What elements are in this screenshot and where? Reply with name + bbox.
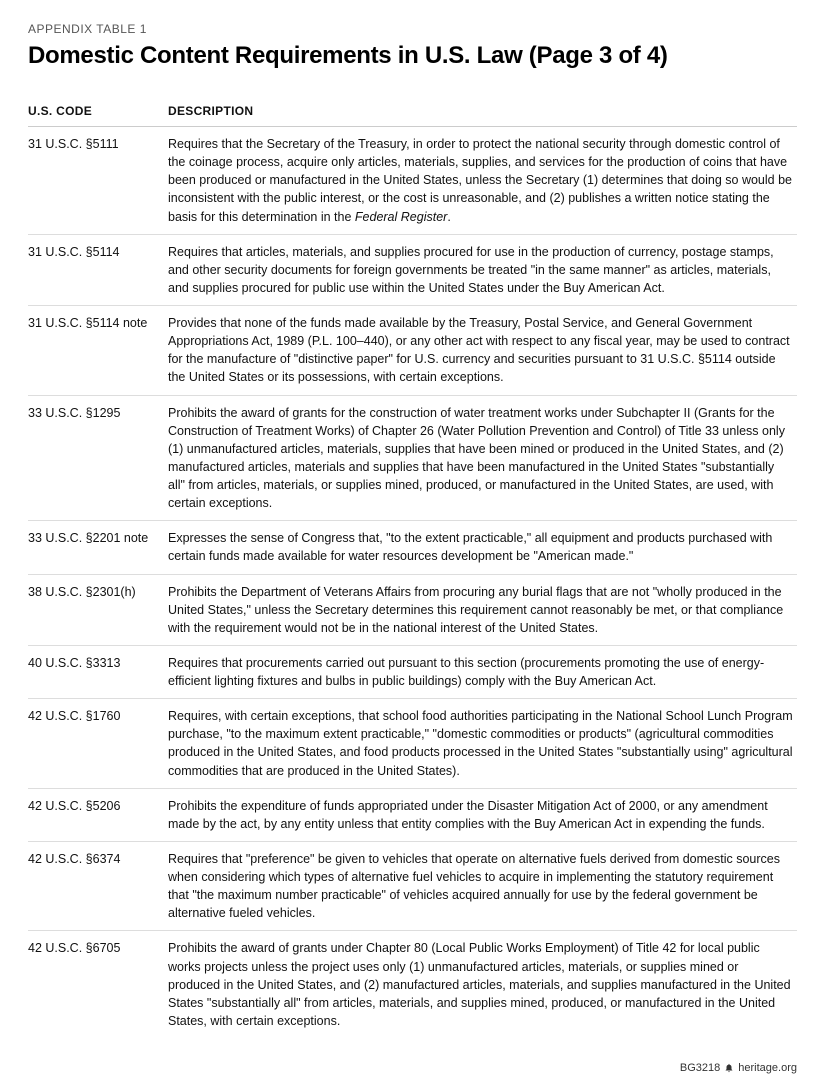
code-cell: 31 U.S.C. §5114: [28, 234, 168, 305]
code-cell: 33 U.S.C. §2201 note: [28, 521, 168, 574]
table-row: 31 U.S.C. §5114 noteProvides that none o…: [28, 306, 797, 396]
code-cell: 42 U.S.C. §5206: [28, 788, 168, 841]
table-row: 38 U.S.C. §2301(h)Prohibits the Departme…: [28, 574, 797, 645]
code-cell: 31 U.S.C. §5111: [28, 127, 168, 235]
col-header-description: DESCRIPTION: [168, 98, 797, 127]
col-header-code: U.S. CODE: [28, 98, 168, 127]
table-row: 40 U.S.C. §3313Requires that procurement…: [28, 645, 797, 698]
table-row: 42 U.S.C. §6374Requires that "preference…: [28, 841, 797, 931]
page-footer: BG3218 heritage.org: [680, 1062, 797, 1074]
code-cell: 38 U.S.C. §2301(h): [28, 574, 168, 645]
description-cell: Prohibits the award of grants for the co…: [168, 395, 797, 521]
description-cell: Prohibits the Department of Veterans Aff…: [168, 574, 797, 645]
code-cell: 42 U.S.C. §6374: [28, 841, 168, 931]
code-cell: 42 U.S.C. §1760: [28, 699, 168, 789]
description-cell: Requires that "preference" be given to v…: [168, 841, 797, 931]
content-table: U.S. CODE DESCRIPTION 31 U.S.C. §5111Req…: [28, 98, 797, 1038]
description-cell: Requires that the Secretary of the Treas…: [168, 127, 797, 235]
description-cell: Requires that procurements carried out p…: [168, 645, 797, 698]
code-cell: 31 U.S.C. §5114 note: [28, 306, 168, 396]
description-cell: Prohibits the expenditure of funds appro…: [168, 788, 797, 841]
table-row: 42 U.S.C. §1760Requires, with certain ex…: [28, 699, 797, 789]
table-row: 42 U.S.C. §6705Prohibits the award of gr…: [28, 931, 797, 1038]
table-row: 31 U.S.C. §5114Requires that articles, m…: [28, 234, 797, 305]
page-title: Domestic Content Requirements in U.S. La…: [28, 42, 797, 70]
description-cell: Requires that articles, materials, and s…: [168, 234, 797, 305]
appendix-label: APPENDIX TABLE 1: [28, 22, 797, 36]
description-cell: Expresses the sense of Congress that, "t…: [168, 521, 797, 574]
table-row: 42 U.S.C. §5206Prohibits the expenditure…: [28, 788, 797, 841]
table-row: 33 U.S.C. §1295Prohibits the award of gr…: [28, 395, 797, 521]
bell-icon: [724, 1063, 734, 1073]
footer-ref: BG3218: [680, 1062, 720, 1074]
code-cell: 33 U.S.C. §1295: [28, 395, 168, 521]
description-cell: Prohibits the award of grants under Chap…: [168, 931, 797, 1038]
table-row: 31 U.S.C. §5111Requires that the Secreta…: [28, 127, 797, 235]
code-cell: 40 U.S.C. §3313: [28, 645, 168, 698]
description-cell: Requires, with certain exceptions, that …: [168, 699, 797, 789]
code-cell: 42 U.S.C. §6705: [28, 931, 168, 1038]
table-row: 33 U.S.C. §2201 noteExpresses the sense …: [28, 521, 797, 574]
footer-site: heritage.org: [738, 1062, 797, 1074]
description-cell: Provides that none of the funds made ava…: [168, 306, 797, 396]
